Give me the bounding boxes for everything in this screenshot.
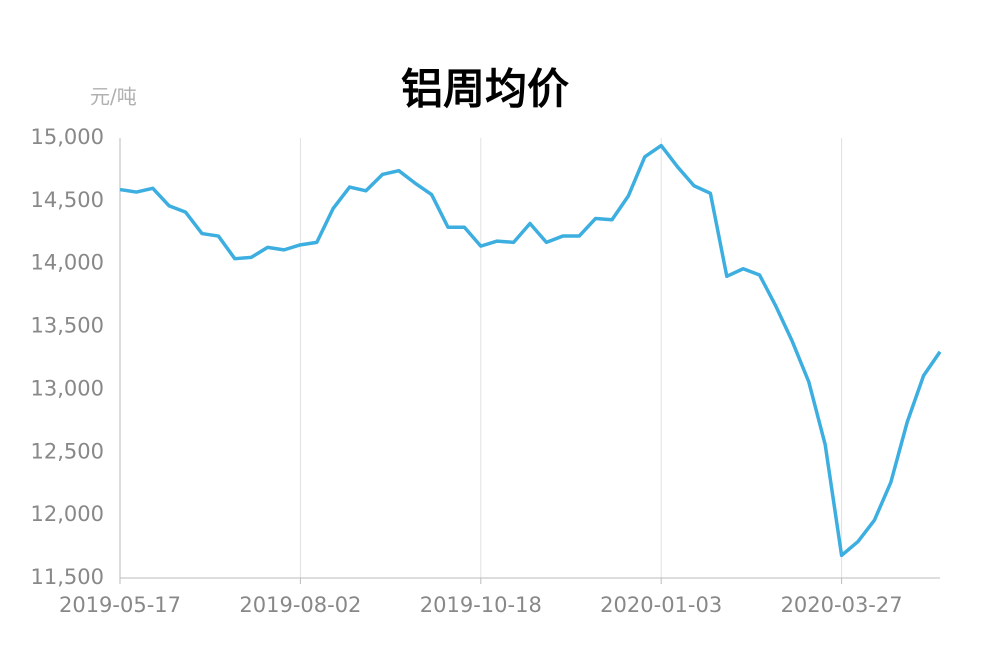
y-tick-label: 13,500 [31,314,104,338]
x-tick-label: 2019-05-17 [59,593,181,617]
chart-title: 铝周均价 [401,65,569,114]
y-tick-label: 15,000 [31,125,104,149]
y-tick-label: 12,500 [31,439,104,463]
y-tick-label: 14,000 [31,251,104,275]
y-tick-label: 11,500 [31,565,104,589]
x-tick-label: 2020-03-27 [781,593,903,617]
y-tick-label: 13,000 [31,376,104,400]
y-axis-unit: 元/吨 [90,85,137,109]
y-tick-label: 14,500 [31,188,104,212]
x-tick-label: 2019-10-18 [420,593,542,617]
x-tick-label: 2020-01-03 [600,593,722,617]
y-tick-label: 12,000 [31,502,104,526]
line-series [119,143,942,558]
x-tick-label: 2019-08-02 [239,593,361,617]
